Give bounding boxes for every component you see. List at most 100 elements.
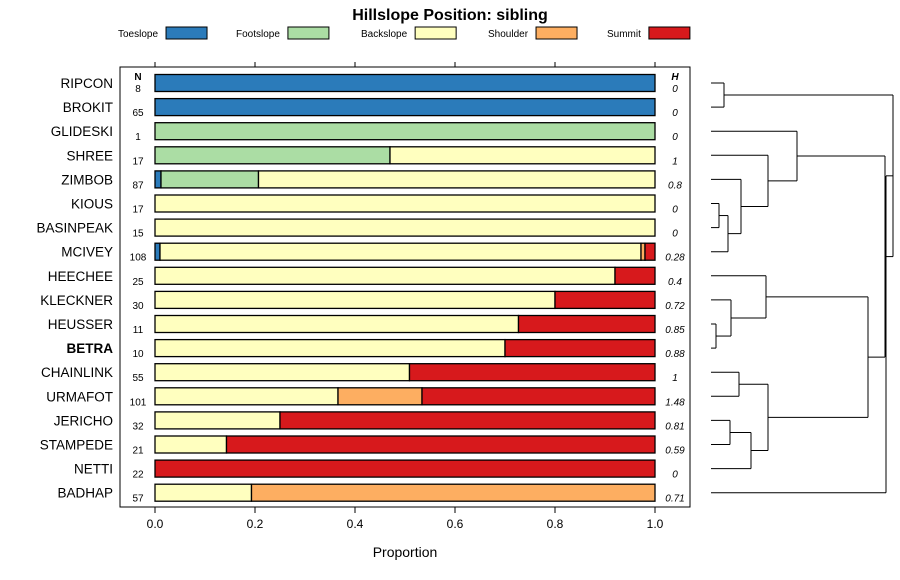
bar-jericho-backslope (154, 411, 281, 430)
row-label-basinpeak: BASINPEAK (36, 221, 113, 236)
x-tick-label: 0.4 (347, 517, 364, 531)
h-value-badhap: 0.71 (665, 494, 684, 505)
row-label-mcivey: MCIVEY (61, 245, 113, 260)
bar-basinpeak-backslope (154, 218, 656, 237)
row-label-kious: KIOUS (71, 197, 113, 212)
bar-heusser-backslope (154, 314, 520, 334)
bar-kleckner-summit (554, 290, 656, 310)
x-tick-label: 0.8 (547, 517, 564, 531)
h-value-glideski: 0 (672, 132, 678, 143)
h-value-ripcon: 0 (672, 84, 678, 95)
n-value-kleckner: 30 (132, 301, 144, 312)
h-value-jericho: 0.81 (665, 421, 684, 432)
row-label-badhap: BADHAP (57, 486, 113, 501)
bar-brokit-toeslope (154, 97, 656, 117)
n-value-betra: 10 (132, 349, 144, 360)
legend-label-backslope: Backslope (361, 29, 408, 40)
row-label-urmafot: URMAFOT (46, 389, 113, 404)
bar-zimbob-footslope (160, 170, 260, 189)
h-value-betra: 0.88 (665, 349, 685, 360)
bar-urmafot-shoulder (337, 387, 423, 406)
legend-label-toeslope: Toeslope (118, 29, 158, 40)
legend-swatch-summit (648, 26, 691, 40)
bar-badhap-backslope (154, 483, 253, 502)
bar-kious-backslope (154, 194, 656, 213)
x-tick-label: 1.0 (647, 517, 664, 531)
plot-frame (119, 66, 691, 508)
row-label-heechee: HEECHEE (48, 269, 113, 284)
row-label-brokit: BROKIT (63, 100, 113, 115)
bar-mcivey-backslope (159, 242, 642, 261)
x-tick-label: 0.6 (447, 517, 464, 531)
row-label-zimbob: ZIMBOB (61, 172, 113, 187)
n-value-urmafot: 101 (130, 397, 147, 408)
n-value-jericho: 32 (132, 421, 144, 432)
h-value-urmafot: 1.48 (665, 397, 685, 408)
bar-stampede-backslope (154, 435, 228, 454)
legend: Toeslope Footslope Backslope Shoulder Summit (118, 26, 691, 40)
bar-heechee-summit (614, 266, 656, 285)
x-axis: 0.0 0.2 0.4 0.6 0.8 1.0 (147, 507, 664, 531)
chart-title: Hillslope Position: sibling (352, 7, 548, 24)
h-value-mcivey: 0.28 (665, 253, 685, 264)
bar-netti-summit (154, 459, 656, 478)
n-value-chainlink: 55 (132, 373, 144, 384)
n-value-stampede: 21 (132, 446, 144, 457)
h-value-chainlink: 1 (672, 373, 678, 384)
h-value-brokit: 0 (672, 108, 678, 119)
h-value-stampede: 0.59 (665, 446, 685, 457)
bar-betra-backslope (154, 338, 506, 358)
legend-label-shoulder: Shoulder (488, 29, 529, 40)
h-value-zimbob: 0.8 (668, 180, 682, 191)
bar-glideski-footslope (154, 122, 656, 141)
x-axis-label: Proportion (373, 544, 438, 560)
bar-badhap-shoulder (250, 483, 656, 502)
n-value-netti: 22 (132, 470, 144, 481)
n-value-glideski: 1 (135, 132, 141, 143)
h-value-heusser: 0.85 (665, 325, 685, 336)
bar-chainlink-summit (408, 363, 656, 382)
row-label-stampede: STAMPEDE (40, 438, 113, 453)
row-label-jericho: JERICHO (54, 413, 113, 428)
legend-swatch-backslope (414, 26, 457, 40)
n-value-shree: 17 (132, 156, 144, 167)
bar-mcivey-toeslope (154, 242, 161, 261)
h-value-shree: 1 (672, 156, 678, 167)
dendrogram (711, 82, 894, 494)
n-value-ripcon: 8 (135, 84, 141, 95)
bar-mcivey-summit (644, 242, 656, 261)
row-label-betra: BETRA (67, 341, 114, 356)
h-value-kleckner: 0.72 (665, 301, 685, 312)
x-tick-label: 0.2 (247, 517, 264, 531)
bar-stampede-summit (225, 435, 656, 454)
top-ticks (154, 62, 656, 67)
n-value-heusser: 11 (133, 325, 144, 336)
bar-zimbob-toeslope (154, 170, 162, 189)
legend-label-summit: Summit (607, 29, 641, 40)
n-value-zimbob: 87 (132, 180, 144, 191)
bar-urmafot-backslope (154, 387, 339, 406)
legend-swatch-toeslope (165, 26, 208, 40)
row-label-glideski: GLIDESKI (51, 124, 113, 139)
n-value-heechee: 25 (132, 277, 144, 288)
bar-kleckner-backslope (154, 290, 556, 310)
row-label-kleckner: KLECKNER (40, 293, 113, 308)
bar-betra-summit (504, 338, 656, 358)
bar-zimbob-backslope (257, 170, 656, 189)
row-label-heusser: HEUSSER (48, 317, 114, 332)
bar-heechee-backslope (154, 266, 616, 285)
n-value-basinpeak: 15 (132, 229, 144, 240)
row-label-shree: SHREE (66, 148, 113, 163)
bar-shree-backslope (389, 146, 656, 165)
n-value-mcivey: 108 (130, 253, 147, 264)
row-label-netti: NETTI (74, 462, 113, 477)
row-label-chainlink: CHAINLINK (41, 365, 113, 380)
h-value-kious: 0 (672, 205, 678, 216)
bar-urmafot-summit (421, 387, 656, 406)
legend-swatch-shoulder (535, 26, 578, 40)
h-value-netti: 0 (672, 470, 678, 481)
h-column-header: H (671, 72, 679, 83)
x-tick-label: 0.0 (147, 517, 164, 531)
